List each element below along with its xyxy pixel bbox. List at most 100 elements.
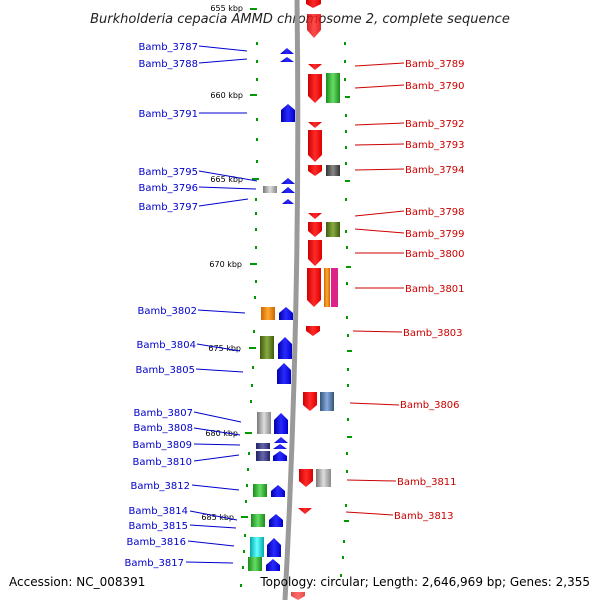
left-minor-ticks (240, 42, 258, 587)
gene-bamb-3801[interactable] (307, 268, 321, 307)
gene-bamb-3791[interactable] (281, 104, 295, 122)
gene-label[interactable]: Bamb_3799 (405, 229, 465, 240)
gene-label[interactable]: Bamb_3807 (133, 408, 193, 419)
gene-bamb-3794[interactable] (308, 165, 322, 176)
gene-label[interactable]: Bamb_3814 (128, 506, 188, 517)
gene-bamb-3810-feature[interactable] (256, 451, 270, 461)
gene-bamb-3806[interactable] (303, 392, 317, 411)
gene-top-partial[interactable] (306, 0, 321, 8)
tick-label: 685 kbp (201, 513, 234, 522)
gene-bamb-3817[interactable] (266, 559, 280, 571)
gene-bamb-3816-feature[interactable] (250, 537, 264, 557)
tick-label: 670 kbp (209, 260, 242, 269)
gene-label[interactable]: Bamb_3802 (137, 306, 197, 317)
gene-label[interactable]: Bamb_3798 (405, 207, 465, 218)
gene-bamb-3812[interactable] (271, 485, 285, 497)
gene-bamb-3812-feature[interactable] (253, 484, 267, 497)
gene-label[interactable]: Bamb_3806 (400, 400, 460, 411)
gene-bamb-3817-feature[interactable] (248, 557, 262, 571)
gene-bamb-3799[interactable] (308, 222, 322, 237)
gene-bamb-3805[interactable] (277, 363, 291, 384)
gene-bamb-3813[interactable] (298, 508, 312, 514)
gene-bamb-3790-feature[interactable] (326, 73, 340, 103)
gene-label[interactable]: Bamb_3812 (130, 481, 190, 492)
gene-label[interactable]: Bamb_3809 (132, 440, 192, 451)
gene-bamb-3788[interactable] (280, 57, 294, 62)
gene-bamb-3796[interactable] (281, 187, 295, 193)
gene-top-upper[interactable] (307, 14, 321, 38)
gene-bamb-3792[interactable] (308, 122, 322, 128)
gene-bamb-3794-feature[interactable] (326, 165, 340, 176)
tick-label: 680 kbp (205, 429, 238, 438)
gene-bamb-3802-feature[interactable] (261, 307, 275, 320)
gene-label[interactable]: Bamb_3792 (405, 119, 465, 130)
tick-label: 665 kbp (210, 175, 243, 184)
gene-label[interactable]: Bamb_3788 (138, 59, 198, 70)
gene-bamb-3804[interactable] (278, 337, 292, 359)
gene-label[interactable]: Bamb_3793 (405, 140, 465, 151)
gene-bamb-3800[interactable] (308, 240, 322, 266)
gene-bamb-3811[interactable] (299, 469, 313, 487)
gene-bamb-3793[interactable] (308, 130, 322, 162)
accession-text: Accession: NC_008391 (9, 575, 145, 589)
gene-label[interactable]: Bamb_3811 (397, 477, 457, 488)
gene-bamb-3811-feature[interactable] (316, 469, 331, 487)
gene-bamb-3816[interactable] (267, 538, 281, 557)
gene-label[interactable]: Bamb_3816 (126, 537, 186, 548)
gene-label[interactable]: Bamb_3787 (138, 42, 198, 53)
gene-bamb-3801-feature-a[interactable] (324, 268, 330, 307)
gene-bottom-partial[interactable] (291, 592, 305, 600)
gene-label[interactable]: Bamb_3789 (405, 59, 465, 70)
gene-bamb-3796-paralog[interactable] (263, 186, 277, 193)
right-gene-label-texts: Bamb_3789 Bamb_3790 Bamb_3792 Bamb_3793 … (394, 59, 465, 522)
gene-label[interactable]: Bamb_3808 (133, 423, 193, 434)
topology-text: Topology: circular; Length: 2,646,969 bp… (259, 575, 590, 589)
gene-bamb-3798[interactable] (308, 213, 322, 219)
gene-label[interactable]: Bamb_3815 (128, 521, 188, 532)
gene-bamb-3809[interactable] (273, 444, 287, 449)
gene-bamb-3795[interactable] (281, 178, 295, 184)
gene-bamb-3787[interactable] (280, 48, 294, 54)
sequence-backbone (282, 0, 301, 600)
gene-label[interactable]: Bamb_3790 (405, 81, 465, 92)
gene-label[interactable]: Bamb_3804 (136, 340, 196, 351)
gene-label[interactable]: Bamb_3803 (403, 328, 463, 339)
gene-bamb-3814-feature[interactable] (251, 514, 265, 527)
gene-bamb-3806-feature[interactable] (320, 392, 334, 411)
gene-bamb-3814[interactable] (269, 514, 283, 527)
gene-bamb-3807-feature[interactable] (257, 412, 271, 434)
right-minor-ticks (340, 42, 352, 577)
right-gene-labels (345, 62, 405, 516)
gene-label[interactable]: Bamb_3800 (405, 249, 465, 260)
gene-bamb-3790[interactable] (308, 74, 322, 103)
gene-bamb-3809-feature[interactable] (256, 443, 270, 449)
gene-label[interactable]: Bamb_3813 (394, 511, 454, 522)
forward-genes (248, 48, 295, 571)
gene-label[interactable]: Bamb_3801 (405, 284, 465, 295)
gene-label[interactable]: Bamb_3797 (138, 202, 198, 213)
gene-label[interactable]: Bamb_3796 (138, 183, 198, 194)
gene-label[interactable]: Bamb_3805 (135, 365, 195, 376)
gene-bamb-3799-feature[interactable] (326, 222, 340, 237)
gene-label[interactable]: Bamb_3795 (138, 167, 198, 178)
tick-label: 655 kbp (210, 4, 243, 13)
gene-bamb-3803[interactable] (306, 326, 320, 336)
map-title: Burkholderia cepacia AMMD chromosome 2, … (90, 12, 510, 27)
gene-bamb-3797[interactable] (282, 199, 294, 204)
gene-label[interactable]: Bamb_3791 (138, 109, 198, 120)
gene-bamb-3808[interactable] (274, 437, 288, 443)
gene-bamb-3801-feature-b[interactable] (331, 268, 338, 307)
gene-label[interactable]: Bamb_3810 (132, 457, 192, 468)
gene-label[interactable]: Bamb_3817 (124, 558, 184, 569)
left-gene-labels (185, 45, 258, 564)
left-gene-label-texts: Bamb_3787 Bamb_3788 Bamb_3791 Bamb_3795 … (124, 42, 198, 569)
gene-bamb-3789[interactable] (308, 64, 322, 70)
gene-bamb-3807[interactable] (274, 413, 288, 434)
gene-bamb-3810[interactable] (273, 451, 287, 461)
gene-bamb-3802[interactable] (279, 307, 293, 320)
gene-label[interactable]: Bamb_3794 (405, 165, 465, 176)
tick-label: 660 kbp (210, 91, 243, 100)
gene-bamb-3804-feature[interactable] (260, 336, 274, 359)
